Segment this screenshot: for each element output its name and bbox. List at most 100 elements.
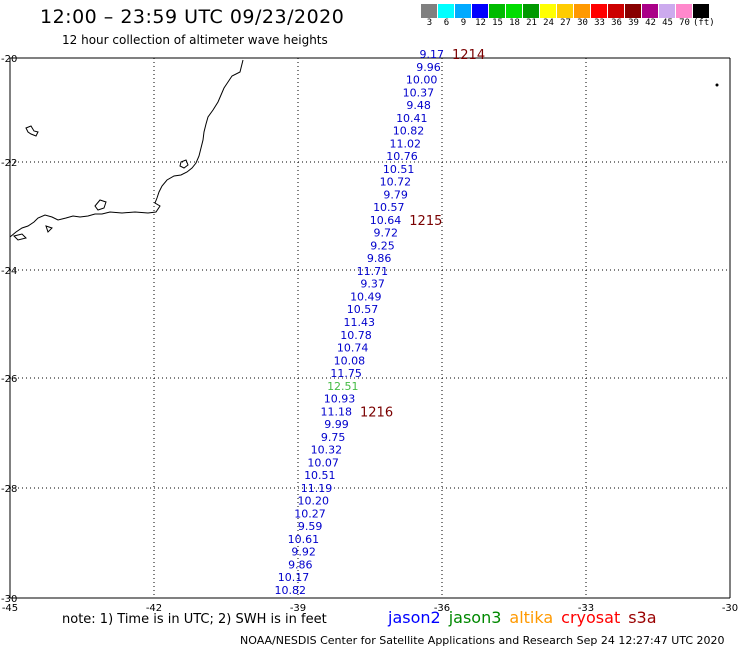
swh-value: 9.37 <box>360 278 385 291</box>
latitude-label: -20 <box>1 54 17 65</box>
colorbar-swatch <box>540 4 557 18</box>
swh-value: 12.51 <box>327 380 359 393</box>
swh-value: 9.25 <box>370 239 395 252</box>
swh-value: 10.37 <box>403 86 435 99</box>
colorbar-label: 27 <box>560 18 571 28</box>
swh-value: 9.48 <box>406 99 431 112</box>
longitude-label: -30 <box>722 603 738 614</box>
island <box>25 125 39 137</box>
colorbar-label: 36 <box>611 18 622 28</box>
colorbar-label: 24 <box>543 18 554 28</box>
swh-value: 10.61 <box>288 533 320 546</box>
swh-value: 10.57 <box>347 303 379 316</box>
colorbar-label: 3 <box>426 18 433 28</box>
colorbar-swatch <box>574 4 591 18</box>
coastline <box>9 59 244 238</box>
satellite-legend-item: jason2 <box>388 608 441 627</box>
map-subtitle: 12 hour collection of altimeter wave hei… <box>62 33 328 47</box>
swh-value: 11.19 <box>301 482 333 495</box>
colorbar-label: 70 <box>679 18 690 28</box>
swh-value: 10.32 <box>311 444 343 457</box>
orbit-number: 1216 <box>360 405 393 420</box>
swh-value: 10.00 <box>406 74 438 87</box>
longitude-label: -36 <box>434 603 450 614</box>
credit-line: NOAA/NESDIS Center for Satellite Applica… <box>240 634 725 647</box>
swh-value: 10.93 <box>324 393 356 406</box>
swh-value: 9.72 <box>374 227 399 240</box>
graticule <box>10 58 730 598</box>
colorbar-swatch <box>642 4 659 18</box>
swh-value: 9.79 <box>383 188 408 201</box>
colorbar-label: 9 <box>460 18 467 28</box>
colorbar-swatch <box>608 4 625 18</box>
colorbar-swatch <box>557 4 574 18</box>
satellite-legend-item: jason3 <box>448 608 502 627</box>
swh-value: 9.96 <box>416 61 441 74</box>
latitude-label: -30 <box>1 594 17 605</box>
swh-value: 10.51 <box>383 163 415 176</box>
colorbar-label: 33 <box>594 18 605 28</box>
latitude-label: -22 <box>1 158 17 169</box>
swh-value: 10.64 <box>370 214 402 227</box>
colorbar-label: 45 <box>662 18 673 28</box>
wave-height-colorbar: 3 6 9 12 15 18 21 24 27 30 33 36 39 42 45 70 (ft) <box>421 4 715 28</box>
swh-value: 10.08 <box>334 354 366 367</box>
swh-value: 10.07 <box>307 456 339 469</box>
swh-value: 10.41 <box>396 112 428 125</box>
colorbar-label: (ft) <box>693 18 715 28</box>
swh-value: 9.75 <box>321 431 346 444</box>
latitude-label: -24 <box>1 266 17 277</box>
colorbar-swatch <box>472 4 489 18</box>
colorbar-swatch <box>659 4 676 18</box>
satellite-legend: jason2 jason3 altika cryosat s3a <box>388 608 657 627</box>
colorbar-swatch <box>523 4 540 18</box>
swh-value: 10.27 <box>294 507 326 520</box>
swh-value: 10.17 <box>278 571 310 584</box>
longitude-label: -42 <box>146 603 162 614</box>
swh-value: 10.74 <box>337 342 369 355</box>
swh-value: 10.76 <box>386 150 418 163</box>
swh-value: 9.86 <box>288 558 313 571</box>
swh-value: 9.59 <box>298 520 323 533</box>
swh-value: 10.82 <box>393 125 425 138</box>
units-note: note: 1) Time is in UTC; 2) SWH is in fe… <box>62 612 327 627</box>
swh-value: 9.17 <box>420 48 445 61</box>
swh-value: 9.99 <box>324 418 349 431</box>
island-dot <box>715 83 719 87</box>
colorbar-swatch <box>506 4 523 18</box>
colorbar-label: 18 <box>509 18 520 28</box>
map-title: 12:00 – 23:59 UTC 09/23/2020 <box>40 6 345 28</box>
orbit-number: 1214 <box>452 48 485 63</box>
colorbar-label: 42 <box>645 18 656 28</box>
satellite-legend-item: s3a <box>628 608 657 627</box>
latitude-label: -28 <box>1 484 17 495</box>
colorbar-label: 6 <box>443 18 450 28</box>
colorbar-swatch <box>438 4 455 18</box>
colorbar-label: 12 <box>475 18 486 28</box>
swh-value: 9.86 <box>367 252 392 265</box>
orbit-labels: 1214 1215 1216 <box>360 48 485 420</box>
colorbar-label: 39 <box>628 18 639 28</box>
colorbar-swatch <box>591 4 608 18</box>
satellite-legend-item: altika <box>509 608 554 627</box>
swh-value: 11.18 <box>321 405 353 418</box>
swh-value: 10.57 <box>373 201 405 214</box>
swh-value: 10.72 <box>380 176 412 189</box>
colorbar-swatch <box>693 4 710 18</box>
orbit-number: 1215 <box>409 214 442 229</box>
coastline-detail <box>13 199 107 241</box>
colorbar-label: 15 <box>492 18 503 28</box>
longitude-label: -39 <box>290 603 306 614</box>
colorbar-swatch <box>676 4 693 18</box>
swh-value: 11.43 <box>344 316 376 329</box>
swh-value: 10.49 <box>350 290 382 303</box>
swh-value: 11.02 <box>390 137 422 150</box>
colorbar-swatch <box>421 4 438 18</box>
axis-labels: -45 -42 -39 -36 -33 -30 -20 -22 -24 -26 -28 -30 <box>1 54 738 614</box>
colorbar-label: 30 <box>577 18 588 28</box>
satellite-legend-item: cryosat <box>561 608 621 627</box>
swh-value: 10.82 <box>275 584 307 597</box>
longitude-label: -33 <box>578 603 594 614</box>
longitude-label: -45 <box>2 603 18 614</box>
